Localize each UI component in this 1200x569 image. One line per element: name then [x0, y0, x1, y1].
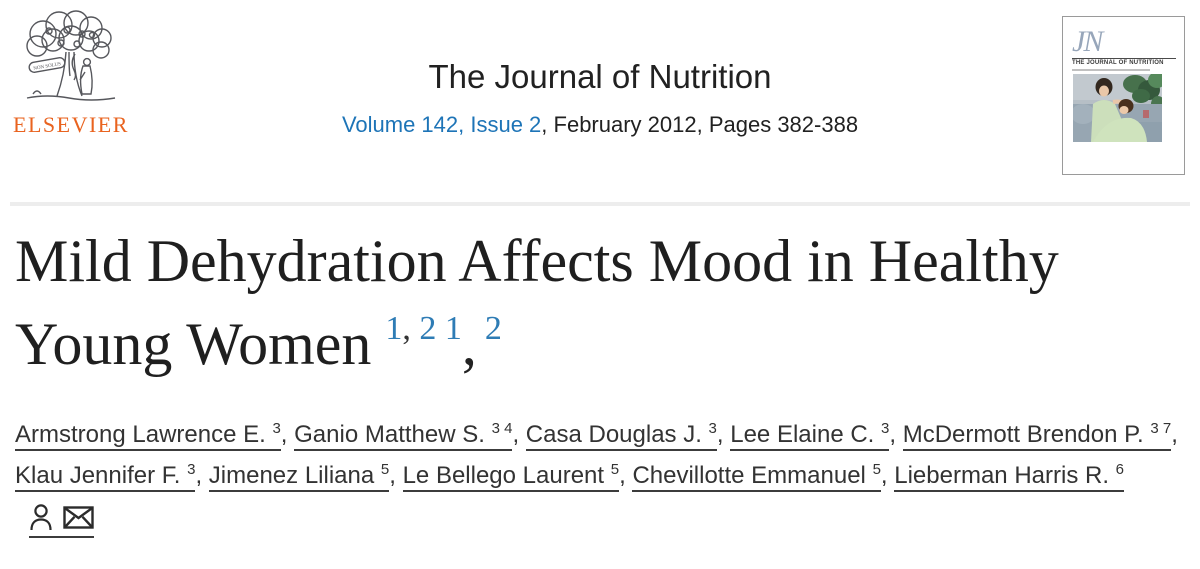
author-affiliation-sup: 5 [872, 461, 881, 478]
author-affiliation-sup: 3 [187, 461, 196, 478]
author-link-klau[interactable]: Klau Jennifer F. 3 [15, 461, 196, 492]
title-footnote-ref[interactable]: 2 [419, 310, 437, 347]
title-superscripts: 1, 2 1, 2 [385, 310, 502, 377]
elsevier-wordmark: ELSEVIER [13, 112, 129, 137]
correspondence-icons[interactable] [29, 503, 94, 539]
title-footnote-ref[interactable]: 1 [444, 310, 462, 347]
title-punctuation [436, 310, 445, 347]
author-affiliation-sup: 3 [272, 420, 281, 437]
title-footnote-ref[interactable]: 2 [484, 310, 502, 347]
elsevier-logo: NON SOLUS ELSEVIER [12, 10, 130, 138]
article-title-line1: Mild Dehydration Affects Mood in Healthy [15, 228, 1059, 294]
svg-text:NON SOLUS: NON SOLUS [33, 62, 62, 72]
author-link-le-bellego[interactable]: Le Bellego Laurent 5 [402, 461, 620, 492]
author-list: Armstrong Lawrence E. 3, Ganio Matthew S… [15, 414, 1185, 539]
author-link-chevillotte[interactable]: Chevillotte Emmanuel 5 [632, 461, 881, 492]
issue-line: Volume 142, Issue 2, February 2012, Page… [240, 112, 960, 138]
author-affiliation-sup: 5 [380, 461, 390, 478]
author-link-lieberman[interactable]: Lieberman Harris R. 6 [894, 461, 1125, 492]
author-affiliation-sup: 3 7 [1150, 420, 1172, 437]
issue-details: , February 2012, Pages 382-388 [541, 112, 859, 137]
cover-rule [1072, 58, 1176, 59]
cover-journal-name: THE JOURNAL OF NUTRITION [1072, 60, 1164, 66]
author-link-mcdermott[interactable]: McDermott Brendon P. 3 7 [902, 420, 1172, 451]
elsevier-tree-icon: NON SOLUS [26, 10, 116, 101]
title-punctuation: , [461, 311, 477, 377]
author-link-casa[interactable]: Casa Douglas J. 3 [525, 420, 717, 451]
author-link-armstrong[interactable]: Armstrong Lawrence E. 3 [15, 421, 281, 451]
cover-photo [1073, 74, 1162, 142]
article-title-line2: Young Women [15, 311, 372, 377]
author-link-ganio[interactable]: Ganio Matthew S. 3 4 [294, 420, 513, 451]
envelope-icon[interactable] [63, 506, 94, 529]
author-affiliation-sup: 3 [881, 420, 890, 437]
section-divider [10, 202, 1190, 206]
author-affiliation-sup: 5 [610, 461, 620, 478]
author-link-jimenez[interactable]: Jimenez Liliana 5 [208, 461, 390, 492]
author-affiliation-sup: 3 [708, 420, 717, 437]
issue-link[interactable]: Volume 142, Issue 2 [341, 112, 542, 137]
title-footnote-ref[interactable]: 1 [385, 310, 403, 347]
author-link-lee[interactable]: Lee Elaine C. 3 [730, 420, 890, 451]
article-title: Mild Dehydration Affects Mood in Healthy… [15, 228, 1180, 378]
author-affiliation-sup: 6 [1115, 461, 1125, 478]
person-icon[interactable] [29, 503, 53, 532]
journal-cover-thumbnail[interactable]: JN THE JOURNAL OF NUTRITION [1062, 16, 1185, 175]
journal-header: The Journal of Nutrition Volume 142, Iss… [240, 58, 960, 138]
title-punctuation: , [402, 310, 420, 347]
cover-monogram: JN [1072, 25, 1103, 58]
journal-title: The Journal of Nutrition [428, 58, 772, 95]
cover-tagline [1072, 69, 1150, 71]
author-affiliation-sup: 3 4 [491, 420, 513, 437]
